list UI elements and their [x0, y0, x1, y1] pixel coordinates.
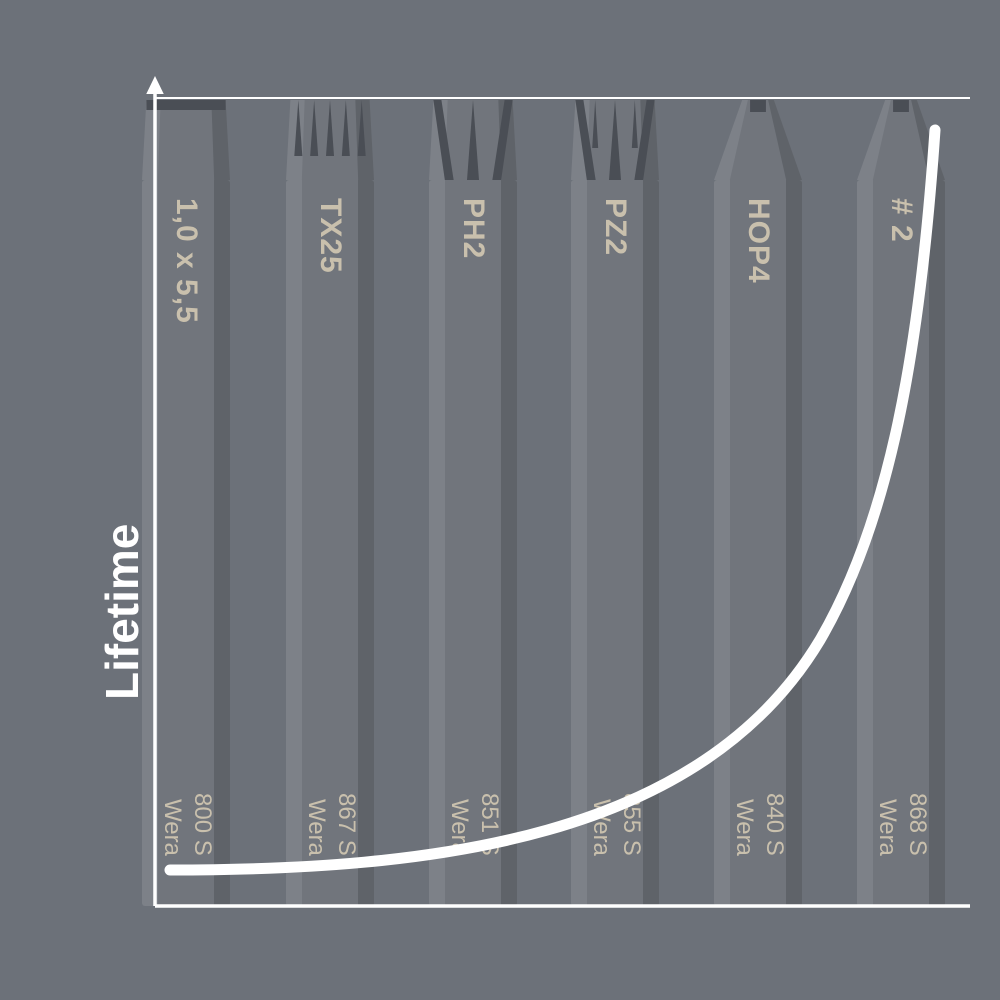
- lifetime-curve: [170, 130, 935, 870]
- lifetime-chart: Lifetime 1,0 x 5,5Wera800 STX25Wera867 S…: [0, 0, 1000, 1000]
- y-axis-arrow-icon: [146, 76, 164, 94]
- chart-overlay: [0, 0, 1000, 1000]
